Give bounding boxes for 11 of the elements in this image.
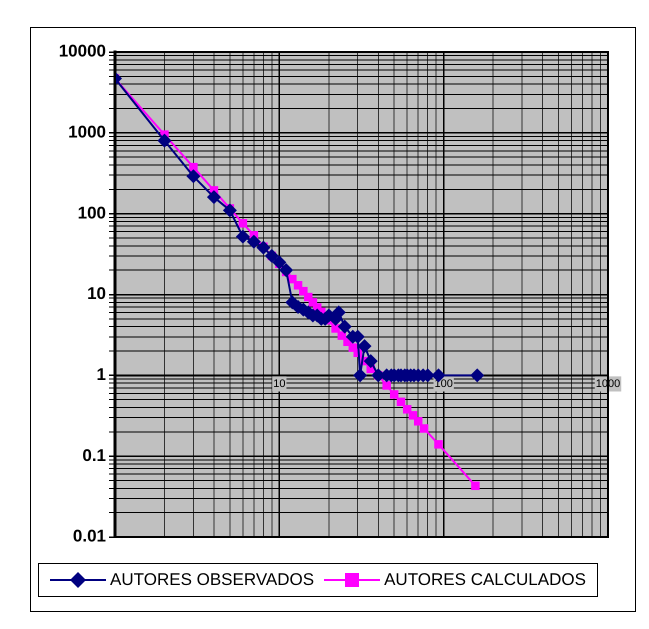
- y-tick-label: 1: [96, 365, 106, 384]
- y-tick-label: 0.1: [82, 446, 106, 465]
- x-tick-label: 10: [273, 378, 286, 390]
- y-tick-label: 1000: [68, 122, 106, 142]
- y-tick-label: 0.01: [72, 526, 106, 546]
- y-tick-label: 10000: [58, 42, 106, 61]
- x-tick-label: 100: [434, 378, 453, 390]
- y-tick-label: 10: [87, 284, 106, 304]
- legend-label: AUTORES OBSERVADOS: [110, 570, 314, 590]
- legend-label: AUTORES CALCULADOS: [384, 570, 586, 590]
- y-tick-label: 100: [78, 203, 106, 222]
